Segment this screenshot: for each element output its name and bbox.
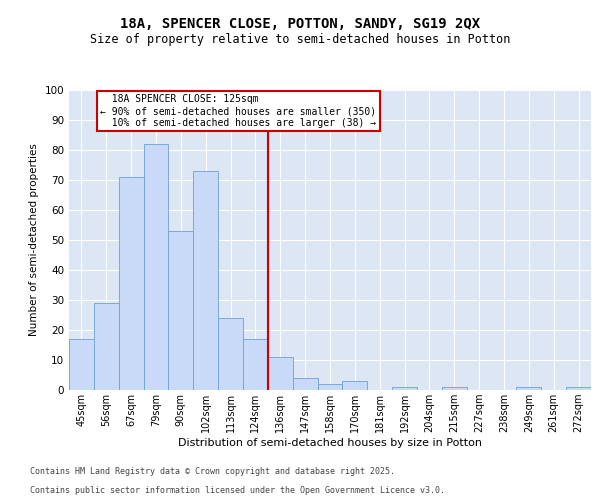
Bar: [218, 318, 243, 390]
Text: Contains public sector information licensed under the Open Government Licence v3: Contains public sector information licen…: [30, 486, 445, 495]
Bar: [169, 231, 193, 390]
Bar: [392, 387, 417, 390]
Y-axis label: Number of semi-detached properties: Number of semi-detached properties: [29, 144, 39, 336]
Bar: [94, 303, 119, 390]
Bar: [119, 177, 143, 390]
Bar: [566, 387, 591, 390]
Bar: [243, 339, 268, 390]
Bar: [143, 144, 169, 390]
Text: 18A, SPENCER CLOSE, POTTON, SANDY, SG19 2QX: 18A, SPENCER CLOSE, POTTON, SANDY, SG19 …: [120, 18, 480, 32]
Text: Contains HM Land Registry data © Crown copyright and database right 2025.: Contains HM Land Registry data © Crown c…: [30, 467, 395, 476]
Bar: [317, 384, 343, 390]
Bar: [293, 378, 317, 390]
Bar: [69, 339, 94, 390]
X-axis label: Distribution of semi-detached houses by size in Potton: Distribution of semi-detached houses by …: [178, 438, 482, 448]
Bar: [442, 387, 467, 390]
Bar: [193, 171, 218, 390]
Text: 18A SPENCER CLOSE: 125sqm
← 90% of semi-detached houses are smaller (350)
  10% : 18A SPENCER CLOSE: 125sqm ← 90% of semi-…: [100, 94, 376, 128]
Bar: [268, 357, 293, 390]
Text: Size of property relative to semi-detached houses in Potton: Size of property relative to semi-detach…: [90, 32, 510, 46]
Bar: [517, 387, 541, 390]
Bar: [343, 381, 367, 390]
